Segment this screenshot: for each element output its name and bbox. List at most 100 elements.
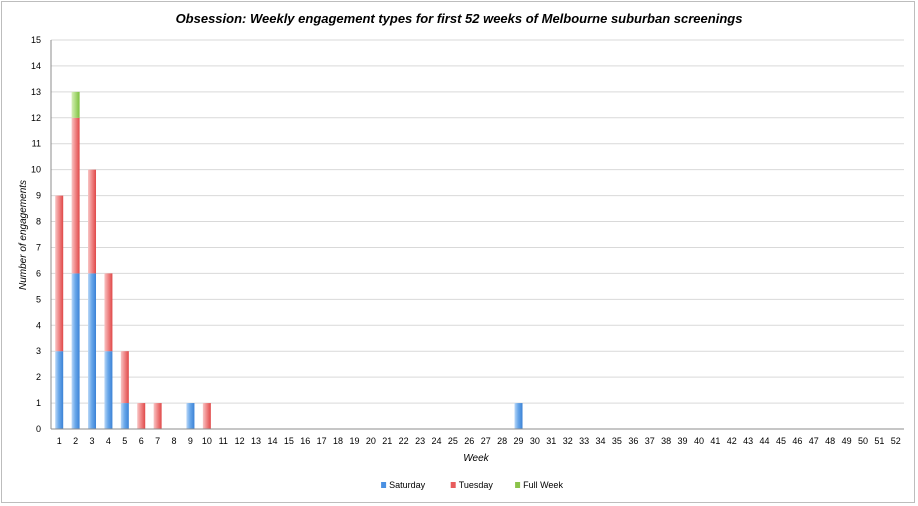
x-tick-label: 45: [776, 436, 786, 446]
bar-tuesday: [71, 117, 80, 274]
y-tick-label: 4: [36, 320, 41, 330]
y-tick-label: 13: [31, 87, 41, 97]
x-tick-label: 37: [645, 436, 655, 446]
x-tick-label: 43: [743, 436, 753, 446]
y-axis-label: Number of engagements: [18, 180, 29, 290]
x-tick-label: 20: [366, 436, 376, 446]
bar-saturday: [71, 273, 80, 429]
x-tick-label: 4: [106, 436, 111, 446]
x-tick-label: 1: [57, 436, 62, 446]
bar-tuesday: [55, 195, 64, 352]
bar-saturday: [186, 403, 195, 429]
x-tick-label: 50: [858, 436, 868, 446]
bar-saturday: [104, 351, 113, 429]
bar-saturday: [88, 273, 97, 429]
legend-swatch: [381, 482, 387, 488]
x-tick-label: 31: [546, 436, 556, 446]
x-tick-label: 24: [431, 436, 441, 446]
gridlines: [51, 39, 904, 404]
x-tick-label: 19: [349, 436, 359, 446]
x-tick-label: 47: [809, 436, 819, 446]
x-tick-label: 18: [333, 436, 343, 446]
x-tick-label: 25: [448, 436, 458, 446]
x-tick-label: 44: [760, 436, 770, 446]
legend-label: Full Week: [523, 480, 563, 490]
legend-swatch: [450, 482, 456, 488]
axes: [50, 40, 904, 430]
y-tick-label: 10: [31, 165, 41, 175]
y-tick-label: 15: [31, 35, 41, 45]
bar-tuesday: [120, 351, 129, 404]
x-tick-label: 32: [563, 436, 573, 446]
x-tick-label: 10: [202, 436, 212, 446]
y-tick-label: 8: [36, 217, 41, 227]
x-axis-label: Week: [463, 453, 489, 464]
bar-tuesday: [104, 273, 113, 352]
legend: Saturday Tuesday Full Week: [381, 480, 563, 490]
legend-swatch: [515, 482, 521, 488]
x-tick-label: 38: [661, 436, 671, 446]
x-tick-label: 23: [415, 436, 425, 446]
y-tick-label: 9: [36, 191, 41, 201]
bar-full-week: [71, 91, 80, 118]
bar-tuesday: [202, 403, 211, 429]
x-tick-label: 28: [497, 436, 507, 446]
y-tick-label: 3: [36, 346, 41, 356]
x-tick-label: 49: [842, 436, 852, 446]
x-tick-label: 2: [73, 436, 78, 446]
x-tick-label: 5: [122, 436, 127, 446]
bar-saturday: [120, 403, 129, 429]
bar-tuesday: [88, 169, 97, 274]
x-tick-label: 36: [628, 436, 638, 446]
x-tick-label: 35: [612, 436, 622, 446]
y-tick-label: 7: [36, 242, 41, 252]
x-tick-label: 13: [251, 436, 261, 446]
x-tick-label: 40: [694, 436, 704, 446]
legend-label: Saturday: [389, 480, 426, 490]
bars: [55, 91, 523, 429]
y-tick-label: 12: [31, 113, 41, 123]
y-tick-label: 1: [36, 398, 41, 408]
x-tick-label: 22: [399, 436, 409, 446]
x-tick-label: 30: [530, 436, 540, 446]
x-tick-label: 33: [579, 436, 589, 446]
y-tick-label: 5: [36, 294, 41, 304]
y-tick-label: 14: [31, 61, 41, 71]
bar-saturday: [55, 351, 64, 429]
x-tick-label: 6: [139, 436, 144, 446]
y-tick-label: 2: [36, 372, 41, 382]
x-tick-label: 21: [382, 436, 392, 446]
x-tick-label: 26: [464, 436, 474, 446]
x-tick-label: 27: [481, 436, 491, 446]
y-tick-label: 11: [32, 139, 41, 149]
x-tick-label: 11: [219, 436, 228, 446]
bar-tuesday: [153, 403, 162, 429]
chart-title: Obsession: Weekly engagement types for f…: [175, 11, 743, 26]
x-tick-label: 16: [300, 436, 310, 446]
bar-saturday: [514, 403, 523, 429]
x-tick-label: 46: [792, 436, 802, 446]
x-tick-label: 48: [825, 436, 835, 446]
x-tick-label: 12: [235, 436, 245, 446]
x-tick-label: 34: [596, 436, 606, 446]
x-tick-label: 9: [188, 436, 193, 446]
bar-tuesday: [137, 403, 146, 429]
x-tick-label: 8: [172, 436, 177, 446]
x-tick-label: 7: [155, 436, 160, 446]
x-tick-label: 15: [284, 436, 294, 446]
x-tick-label: 3: [90, 436, 95, 446]
y-tick-label: 0: [36, 424, 41, 434]
x-tick-label: 39: [678, 436, 688, 446]
x-tick-label: 14: [267, 436, 277, 446]
x-tick-label: 29: [514, 436, 524, 446]
x-tick-label: 17: [317, 436, 327, 446]
x-tick-label: 41: [710, 436, 720, 446]
x-tick-label: 52: [891, 436, 901, 446]
x-tick-label: 42: [727, 436, 737, 446]
legend-label: Tuesday: [459, 480, 494, 490]
y-tick-label: 6: [36, 268, 41, 278]
x-tick-label: 51: [874, 436, 884, 446]
